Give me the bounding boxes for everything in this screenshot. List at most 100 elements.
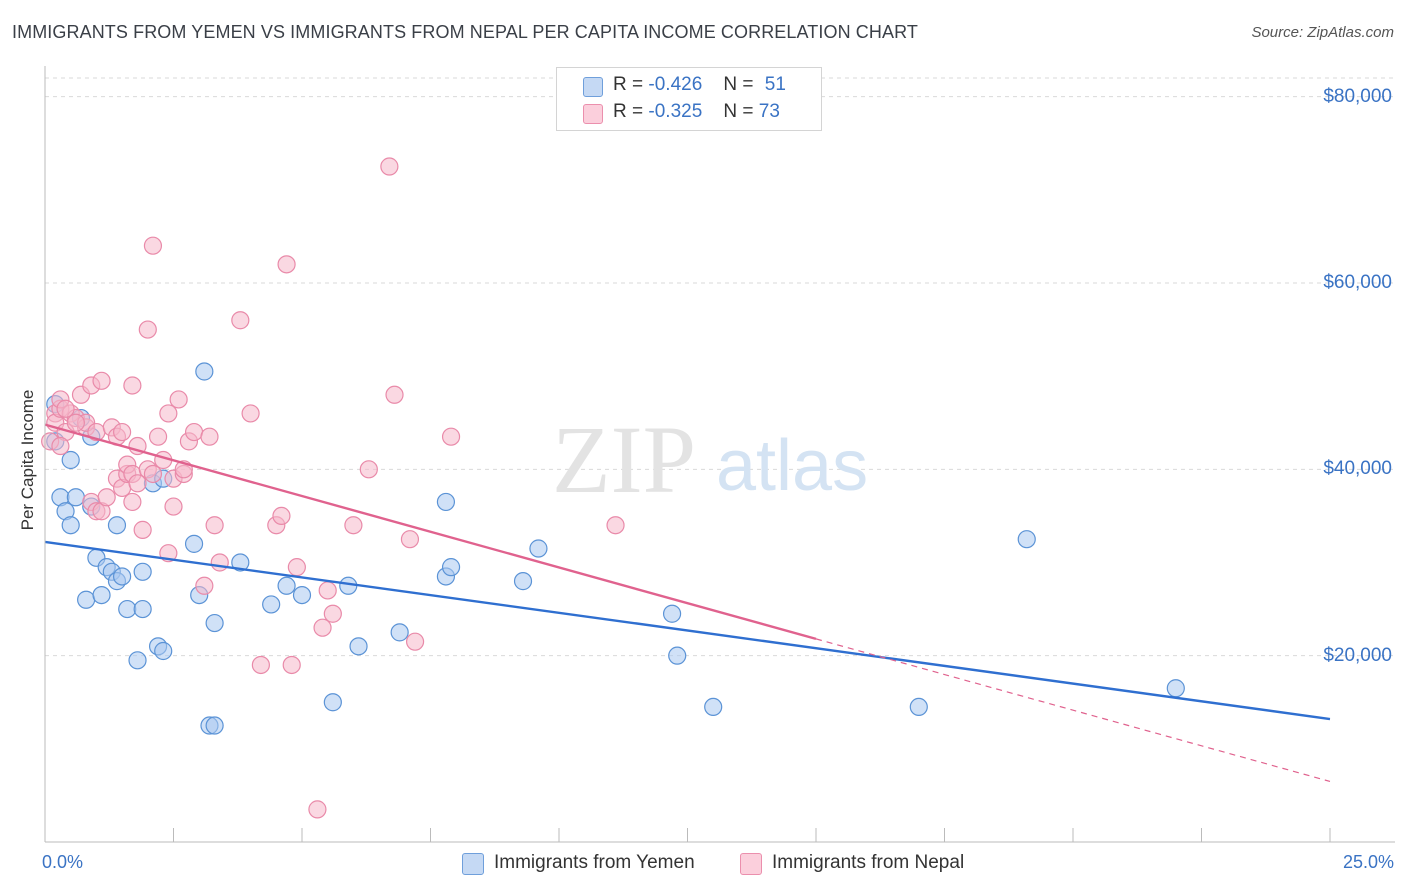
point-yemen-5 — [61, 450, 80, 470]
x-tick-label-max: 25.0% — [1342, 852, 1394, 872]
legend-r-label: R = — [613, 101, 644, 122]
point-nepal-47 — [200, 427, 219, 446]
series-legend: Immigrants from Yemen Immigrants from Ne… — [0, 852, 1406, 878]
point-yemen-21 — [133, 562, 152, 581]
series-label-yemen: Immigrants from Yemen — [494, 852, 695, 873]
point-nepal-61 — [323, 604, 342, 623]
y-tick-label-3: $80,000 — [1323, 85, 1392, 107]
point-nepal-21 — [112, 422, 132, 442]
point-nepal-67 — [405, 632, 425, 651]
point-nepal-38 — [159, 404, 178, 423]
point-yemen-30 — [205, 716, 224, 735]
points-layer — [41, 157, 1185, 819]
point-yemen-50 — [1166, 679, 1185, 698]
point-nepal-26 — [123, 376, 142, 395]
point-nepal-60 — [318, 581, 337, 600]
point-yemen-31 — [205, 613, 224, 633]
point-yemen-46 — [668, 646, 687, 665]
chart-source: Source: ZipAtlas.com — [1251, 24, 1394, 41]
point-nepal-55 — [277, 255, 296, 274]
point-nepal-34 — [143, 464, 163, 484]
point-nepal-28 — [128, 474, 147, 493]
point-nepal-65 — [385, 385, 404, 404]
chart-title: IMMIGRANTS FROM YEMEN VS IMMIGRANTS FROM… — [12, 22, 918, 42]
point-yemen-40 — [436, 492, 456, 512]
point-yemen-42 — [441, 558, 461, 577]
correlation-legend: R = -0.426 N = 51 R = -0.325 N = 73 — [556, 67, 822, 131]
point-nepal-46 — [195, 576, 214, 595]
legend-r-value-nepal: -0.325 — [648, 101, 703, 122]
trendline-nepal — [44, 423, 817, 641]
point-nepal-56 — [282, 655, 301, 675]
point-nepal-71 — [56, 399, 75, 418]
point-yemen-45 — [662, 604, 682, 623]
legend-r-value-yemen: -0.426 — [648, 74, 703, 95]
point-yemen-39 — [390, 623, 409, 642]
y-tick-label-2: $60,000 — [1323, 271, 1392, 293]
y-tick-label-1: $40,000 — [1323, 458, 1392, 480]
point-yemen-49 — [1017, 530, 1036, 549]
legend-text-nepal: R = -0.325 N = 73 — [613, 101, 780, 123]
watermark: ZIP atlas — [552, 406, 868, 513]
point-nepal-50 — [231, 311, 250, 330]
point-nepal-51 — [241, 404, 260, 423]
point-nepal-63 — [359, 460, 378, 479]
point-nepal-69 — [606, 516, 625, 535]
legend-swatch-nepal — [583, 104, 603, 124]
point-nepal-30 — [133, 520, 152, 539]
legend-n-value-nepal: 73 — [758, 101, 780, 122]
point-yemen-16 — [107, 516, 127, 535]
point-yemen-38 — [349, 637, 368, 656]
point-yemen-19 — [128, 651, 147, 670]
point-nepal-35 — [148, 427, 168, 446]
point-nepal-40 — [164, 497, 183, 516]
legend-n-label: N = — [723, 74, 754, 95]
point-nepal-57 — [287, 558, 306, 577]
x-tick-label-min: 0.0% — [42, 852, 84, 872]
point-yemen-36 — [323, 693, 342, 712]
legend-n-value-yemen: 51 — [764, 74, 786, 95]
point-yemen-18 — [118, 599, 137, 619]
trendline-nepal-extension — [815, 638, 1331, 783]
point-nepal-33 — [143, 236, 163, 255]
point-nepal-49 — [210, 553, 229, 572]
point-nepal-68 — [441, 427, 461, 446]
legend-n-label: N = — [723, 101, 754, 122]
point-yemen-34 — [277, 576, 296, 595]
point-nepal-64 — [380, 157, 399, 176]
point-yemen-32 — [231, 553, 250, 572]
point-yemen-35 — [292, 585, 312, 605]
series-swatch-nepal — [740, 853, 762, 875]
series-label-nepal: Immigrants from Nepal — [772, 852, 965, 873]
point-yemen-26 — [184, 534, 204, 553]
point-nepal-25 — [123, 492, 142, 512]
point-yemen-12 — [92, 585, 111, 605]
point-yemen-48 — [909, 697, 928, 717]
point-yemen-33 — [262, 595, 281, 614]
trend-layer — [44, 423, 1331, 783]
y-tick-label-0: $20,000 — [1323, 644, 1392, 666]
point-yemen-43 — [513, 572, 533, 591]
point-nepal-48 — [205, 516, 224, 535]
point-nepal-45 — [184, 422, 204, 442]
point-nepal-66 — [400, 530, 420, 549]
legend-text-yemen: R = -0.426 N = 51 — [613, 74, 786, 96]
watermark-atlas: atlas — [716, 426, 868, 506]
point-yemen-17 — [112, 567, 132, 586]
point-yemen-47 — [704, 697, 723, 717]
point-nepal-59 — [313, 618, 332, 637]
point-nepal-62 — [344, 516, 363, 535]
point-yemen-20 — [133, 599, 152, 619]
point-yemen-4 — [61, 516, 80, 535]
point-nepal-17 — [97, 488, 116, 507]
point-nepal-54 — [272, 506, 291, 526]
watermark-zip: ZIP — [552, 406, 696, 513]
point-yemen-25 — [154, 641, 173, 661]
point-nepal-58 — [308, 800, 327, 819]
point-yemen-6 — [66, 488, 85, 507]
point-nepal-15 — [92, 371, 111, 390]
point-yemen-44 — [529, 539, 548, 558]
axis-layer — [44, 66, 1395, 843]
series-swatch-yemen — [462, 853, 484, 875]
point-nepal-41 — [169, 390, 188, 409]
